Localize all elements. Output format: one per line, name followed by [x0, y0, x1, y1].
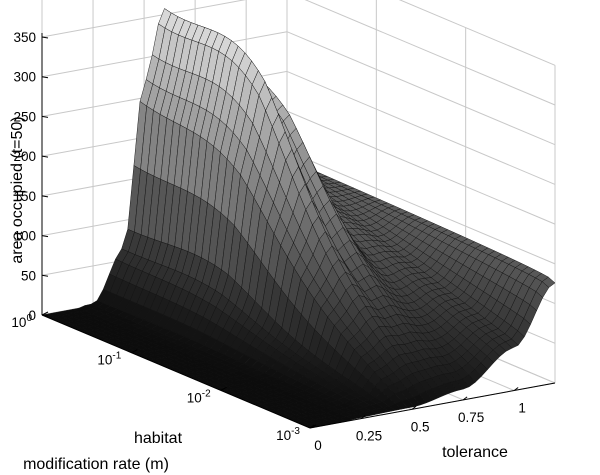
z-tick-mark	[41, 76, 49, 79]
tick-labels: 0 0.25 0.5 0.75 1 0 50 100 150 200 250 300 350 100 10-…	[11, 30, 526, 453]
x-tick-label: 0.25	[356, 429, 382, 444]
x-tick-label: 0.75	[458, 410, 484, 425]
y-tick-mark	[220, 386, 227, 391]
y-tick-mark	[41, 311, 49, 316]
x-axis-label: tolerance	[442, 444, 508, 461]
y-tick-label: 10-3	[276, 426, 300, 443]
z-tick-label: 250	[13, 109, 36, 124]
surface-mesh	[41, 8, 556, 429]
x-tick-mark	[360, 415, 366, 420]
y-tick-mark	[131, 349, 138, 354]
x-tick-mark	[462, 396, 468, 401]
z-tick-label: 100	[13, 229, 36, 244]
y-tick-label: 100	[11, 313, 32, 330]
x-tick-mark	[513, 387, 519, 391]
x-tick-label: 1	[518, 401, 526, 416]
grid-line	[286, 150, 556, 265]
y-tick-mark	[309, 424, 317, 429]
grid-line	[286, 31, 556, 146]
grid-line	[304, 0, 556, 106]
x-tick-label: 0	[314, 438, 322, 453]
y-tick-label: 10-2	[187, 388, 211, 405]
z-tick-label: 150	[13, 189, 36, 204]
z-tick-mark	[41, 36, 49, 39]
z-tick-label: 0	[28, 308, 36, 323]
z-tick-label: 200	[13, 149, 36, 164]
y-axis-line	[41, 314, 311, 429]
z-tick-mark	[41, 195, 49, 198]
z-tick-mark	[41, 115, 49, 118]
y-axis-label-line1: habitat	[134, 430, 183, 447]
x-tick-label: 0.5	[411, 419, 430, 434]
z-tick-label: 300	[13, 70, 36, 85]
y-tick-label: 10-1	[97, 351, 121, 368]
z-tick-label: 50	[21, 268, 36, 283]
grid-line	[286, 110, 556, 225]
axes	[41, 33, 556, 429]
z-tick-mark	[41, 235, 49, 238]
z-tick-mark	[41, 314, 49, 317]
y-axis-label-line2: modification rate (m)	[23, 456, 169, 473]
z-tick-label: 350	[13, 30, 36, 45]
z-tick-mark	[41, 274, 49, 277]
grid-line	[286, 70, 556, 185]
z-axis-label: area occupied (t=50)	[9, 116, 26, 263]
grid-line	[398, 0, 556, 66]
x-tick-mark	[411, 405, 417, 410]
z-tick-mark	[41, 155, 49, 158]
